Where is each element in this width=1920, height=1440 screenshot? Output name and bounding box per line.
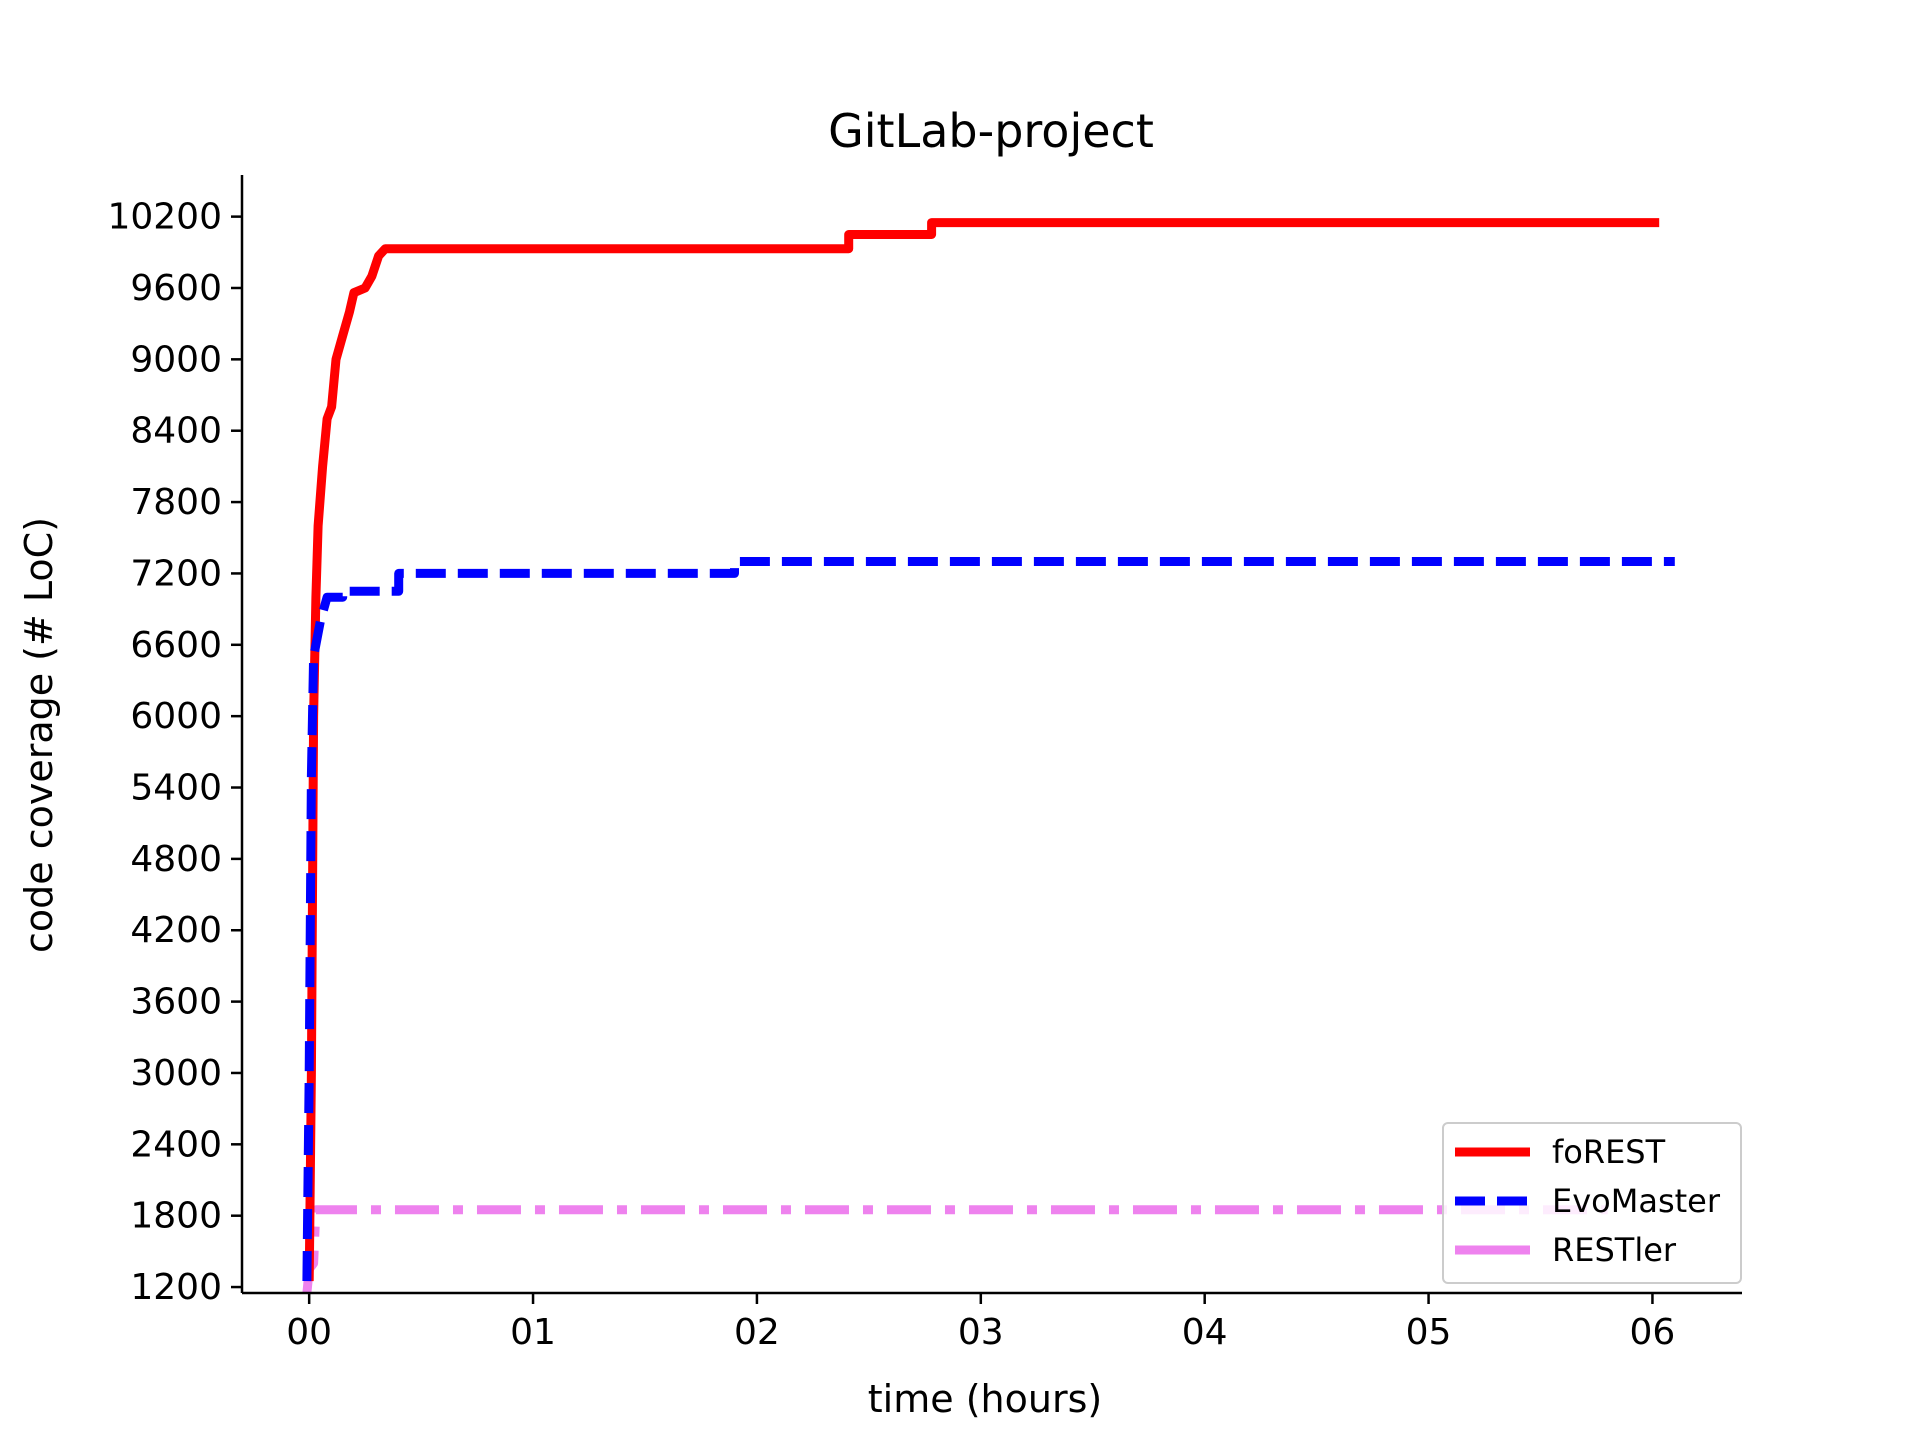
- y-tick-label: 3600: [130, 982, 222, 1023]
- series-line-evomaster: [302, 557, 1675, 1282]
- x-axis-label: time (hours): [868, 1377, 1102, 1421]
- y-tick-label: 2400: [130, 1124, 222, 1165]
- series-layer: [302, 218, 1675, 1294]
- series-line-forest: [304, 218, 1660, 1282]
- chart-title: GitLab-project: [828, 104, 1154, 158]
- y-tick-label: 1800: [130, 1196, 222, 1237]
- x-tick-label: 04: [1182, 1312, 1228, 1353]
- x-tick-label: 00: [286, 1312, 332, 1353]
- x-tick-label: 01: [510, 1312, 556, 1353]
- x-tick-label: 02: [734, 1312, 780, 1353]
- y-tick-label: 5400: [130, 768, 222, 809]
- y-axis-label: code coverage (# LoC): [17, 517, 61, 953]
- y-tick-label: 3000: [130, 1053, 222, 1094]
- x-tick-label: 03: [958, 1312, 1004, 1353]
- y-tick-label: 4800: [130, 839, 222, 880]
- y-tick-label: 6600: [130, 625, 222, 666]
- legend: foREST EvoMaster RESTler: [1442, 1122, 1742, 1284]
- y-tick-label: 7800: [130, 482, 222, 523]
- y-tick-label: 1200: [130, 1267, 222, 1308]
- x-ticks: 00 01 02 03 04 05 06: [286, 1293, 1675, 1353]
- y-tick-label: 9600: [130, 268, 222, 309]
- legend-label-forest: foREST: [1552, 1133, 1666, 1171]
- legend-frame: [1442, 1122, 1742, 1284]
- y-tick-label: 9000: [130, 339, 222, 380]
- legend-label-restler: RESTler: [1552, 1231, 1677, 1269]
- y-ticks: 1200 1800 2400 3000 3600 4200 4800 5400 6000 6600…: [107, 197, 242, 1308]
- y-tick-label: 6000: [130, 696, 222, 737]
- y-tick-label: 7200: [130, 553, 222, 594]
- x-tick-label: 05: [1406, 1312, 1452, 1353]
- y-tick-label: 4200: [130, 910, 222, 951]
- y-tick-label: 10200: [107, 197, 222, 238]
- y-tick-label: 8400: [130, 411, 222, 452]
- legend-label-evomaster: EvoMaster: [1552, 1182, 1721, 1220]
- x-tick-label: 06: [1630, 1312, 1676, 1353]
